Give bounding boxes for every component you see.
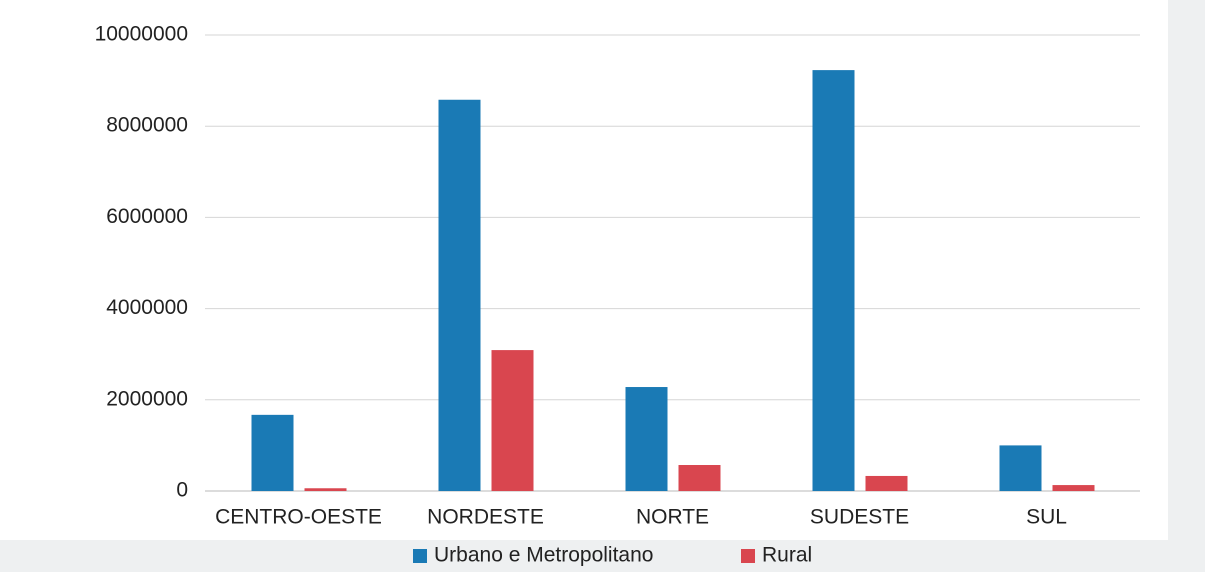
- x-tick-label: CENTRO-OESTE: [215, 506, 382, 529]
- bar: [251, 414, 294, 491]
- y-tick-label: 8000000: [106, 114, 188, 137]
- y-tick-label: 2000000: [106, 387, 188, 410]
- bar: [812, 70, 855, 491]
- x-tick-label: NORTE: [636, 506, 709, 529]
- y-tick-label: 0: [176, 479, 188, 502]
- legend-swatch: [413, 549, 427, 563]
- bar: [865, 475, 908, 491]
- legend-label: Urbano e Metropolitano: [434, 544, 653, 567]
- bar: [678, 465, 721, 491]
- legend-swatch: [741, 549, 755, 563]
- legend-label: Rural: [762, 544, 812, 567]
- y-tick-label: 10000000: [95, 23, 188, 46]
- bar: [304, 488, 347, 491]
- plot-panel: [0, 0, 1168, 540]
- bar: [625, 387, 668, 491]
- x-tick-label: NORDESTE: [427, 506, 544, 529]
- y-tick-label: 6000000: [106, 205, 188, 228]
- bar: [999, 445, 1042, 491]
- x-tick-label: SUL: [1026, 506, 1067, 529]
- x-tick-label: SUDESTE: [810, 506, 909, 529]
- bar: [1052, 485, 1095, 491]
- bar: [438, 99, 481, 491]
- bar: [491, 350, 534, 491]
- y-tick-label: 4000000: [106, 296, 188, 319]
